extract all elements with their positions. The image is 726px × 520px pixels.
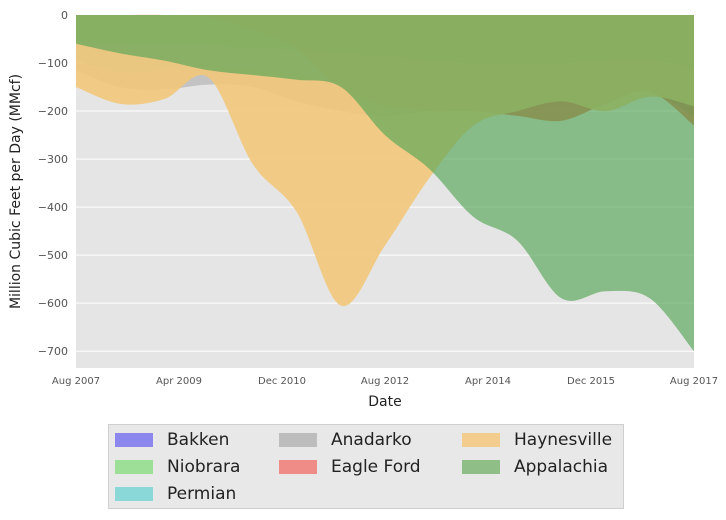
x-tick-label: Aug 2017 <box>670 376 718 387</box>
legend-item-permian: Permian <box>115 484 236 504</box>
legend-item-haynesville: Haynesville <box>462 430 612 450</box>
legend-swatch-eagle-ford <box>279 460 317 474</box>
legend-item-eagle-ford: Eagle Ford <box>279 457 421 477</box>
legend-swatch-permian <box>115 487 153 501</box>
y-tick-label: 0 <box>61 9 68 22</box>
legend-label-bakken: Bakken <box>167 430 230 450</box>
legend-label-appalachia: Appalachia <box>514 457 609 477</box>
legend-swatch-appalachia <box>462 460 500 474</box>
y-tick-label: −500 <box>38 249 68 262</box>
y-tick-label: −400 <box>38 201 68 214</box>
chart-legend: Bakken Niobrara Permian Anadarko Eagle F… <box>108 424 624 509</box>
y-tick-label: −700 <box>38 345 68 358</box>
legend-item-appalachia: Appalachia <box>462 457 608 477</box>
legend-label-permian: Permian <box>167 484 237 504</box>
legend-item-bakken: Bakken <box>115 430 229 450</box>
legend-label-haynesville: Haynesville <box>514 430 613 450</box>
area-appalachia <box>76 15 694 352</box>
x-tick-label: Apr 2009 <box>156 376 202 387</box>
y-tick-label: −200 <box>38 105 68 118</box>
legend-swatch-bakken <box>115 433 153 447</box>
legend-label-anadarko: Anadarko <box>331 430 412 450</box>
y-tick-label: −600 <box>38 297 68 310</box>
y-axis-label: Million Cubic Feet per Day (MMcf) <box>8 74 24 309</box>
x-tick-label: Aug 2012 <box>361 376 409 387</box>
legend-swatch-niobrara <box>115 460 153 474</box>
x-axis-label: Date <box>368 394 401 410</box>
x-tick-label: Aug 2007 <box>52 376 100 387</box>
legend-swatch-anadarko <box>279 433 317 447</box>
area-chart: 0 −100 −200 −300 −400 −500 −600 −700 Aug 2007 Apr… <box>8 9 718 410</box>
legend-item-niobrara: Niobrara <box>115 457 240 477</box>
x-tick-label: Apr 2014 <box>465 376 511 387</box>
x-tick-label: Dec 2010 <box>258 376 306 387</box>
legend-label-niobrara: Niobrara <box>167 457 241 477</box>
legend-swatch-haynesville <box>462 433 500 447</box>
legend-item-anadarko: Anadarko <box>279 430 412 450</box>
x-tick-label: Dec 2015 <box>567 376 615 387</box>
legend-label-eagle-ford: Eagle Ford <box>331 457 421 477</box>
y-tick-label: −100 <box>38 57 68 70</box>
y-tick-label: −300 <box>38 153 68 166</box>
